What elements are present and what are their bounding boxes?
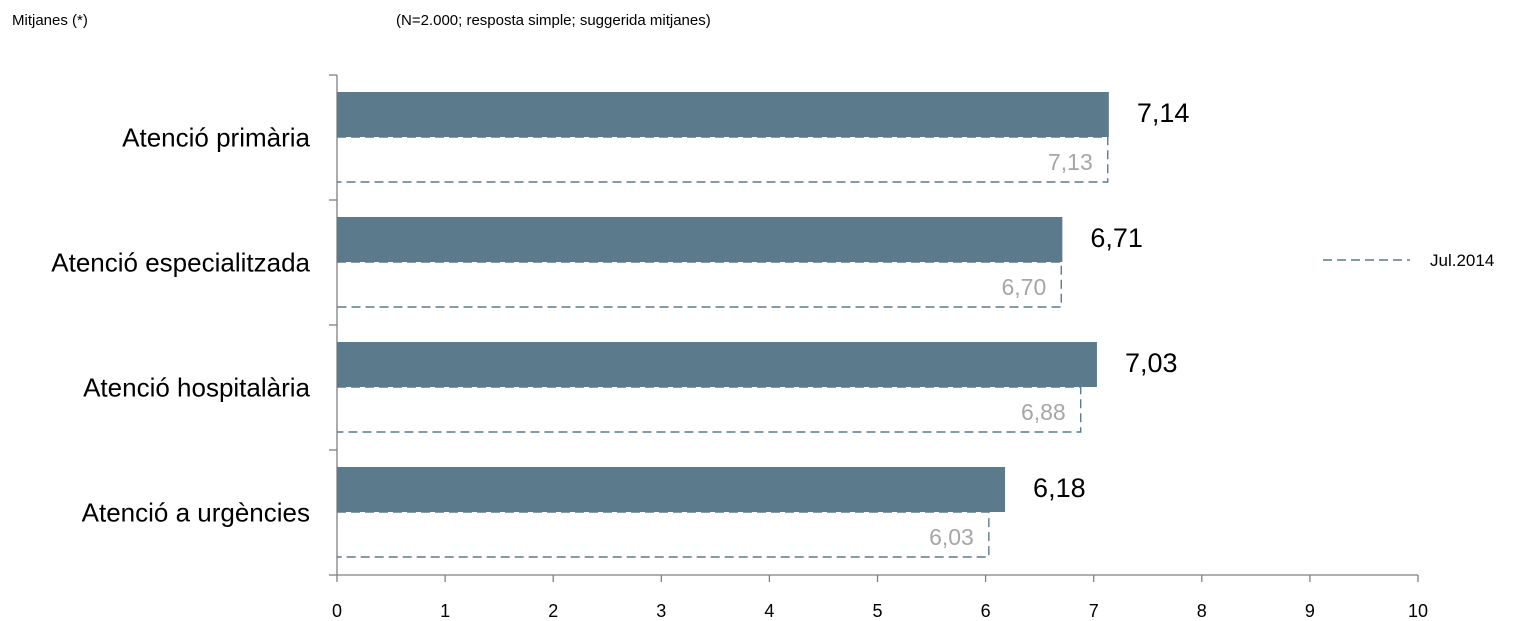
data-label-current: 6,18 [1033, 473, 1086, 503]
bar-previous [337, 136, 1109, 183]
data-label-current: 7,03 [1125, 348, 1178, 378]
bar-current [337, 92, 1109, 137]
data-label-previous: 6,88 [1021, 399, 1066, 425]
bar-previous [337, 386, 1082, 433]
data-label-previous: 6,03 [929, 524, 974, 550]
data-label-current: 6,71 [1090, 223, 1143, 253]
x-tick-label: 1 [440, 601, 450, 621]
category-label: Atenció hospitalària [83, 373, 310, 403]
chart-note-left: Mitjanes (*) [12, 12, 88, 29]
bar-current [337, 217, 1063, 262]
data-label-current: 7,14 [1137, 98, 1190, 128]
x-tick-label: 4 [764, 601, 774, 621]
legend-label-previous: Jul.2014 [1430, 251, 1494, 270]
x-tick-label: 8 [1197, 601, 1207, 621]
data-label-previous: 6,70 [1002, 274, 1047, 300]
x-tick-label: 5 [872, 601, 882, 621]
category-label: Atenció primària [122, 123, 310, 153]
bar-current [337, 467, 1006, 512]
x-tick-label: 0 [332, 601, 342, 621]
category-label: Atenció a urgències [82, 498, 310, 528]
bar-previous [337, 261, 1062, 308]
x-tick-label: 2 [548, 601, 558, 621]
x-tick-label: 6 [981, 601, 991, 621]
bar-previous [337, 511, 990, 558]
x-tick-label: 7 [1089, 601, 1099, 621]
bar-current [337, 342, 1097, 387]
x-tick-label: 3 [656, 601, 666, 621]
category-label: Atenció especialitzada [51, 248, 310, 278]
data-label-previous: 7,13 [1048, 149, 1093, 175]
x-tick-label: 9 [1305, 601, 1315, 621]
chart-note-right: (N=2.000; resposta simple; suggerida mit… [396, 12, 711, 29]
x-tick-label: 10 [1408, 601, 1428, 621]
